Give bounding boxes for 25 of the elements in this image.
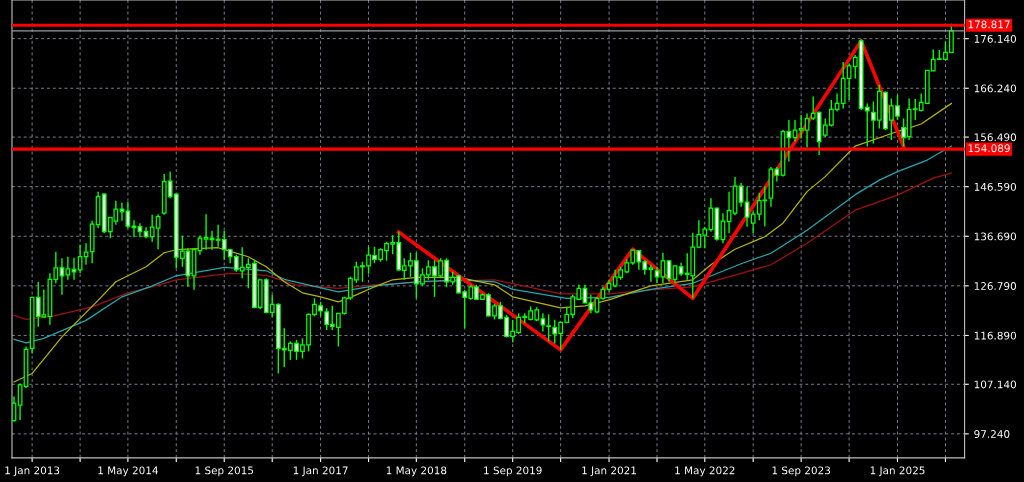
x-tick-label: 1 Jan 2013	[5, 466, 60, 477]
x-tick-label: 1 Jan 2017	[293, 466, 348, 477]
x-tick-label: 1 Jan 2021	[582, 466, 636, 477]
x-tick-label: 1 Sep 2015	[195, 466, 254, 477]
x-tick-label: 1 May 2014	[98, 466, 158, 477]
y-tick-label: 166.240	[974, 84, 1017, 93]
y-tick-label: 107.140	[974, 380, 1017, 389]
y-tick-label: 126.790	[974, 282, 1017, 290]
x-tick-label: 1 Sep 2023	[772, 466, 830, 477]
x-tick-label: 1 Sep 2019	[484, 466, 542, 477]
y-tick-label: 97.240	[974, 430, 1010, 438]
x-tick-label: 1 May 2022	[675, 466, 735, 477]
line-series	[13, 172, 953, 320]
y-tick-label: 136.690	[974, 232, 1017, 241]
y-tick-label: 146.590	[974, 182, 1017, 191]
ref-line-label: 178.817	[968, 20, 1010, 29]
y-tick-label: 116.890	[974, 331, 1017, 340]
x-tick-label: 1 Jan 2025	[870, 466, 925, 477]
line-series	[13, 102, 953, 383]
candlestick	[12, 395, 17, 423]
y-tick-label: 176.140	[974, 34, 1017, 43]
x-tick-label: 1 May 2018	[386, 466, 447, 477]
y-tick-label: 156.490	[974, 133, 1017, 142]
line-series	[13, 145, 953, 344]
ref-line-label: 154.089	[968, 144, 1010, 153]
